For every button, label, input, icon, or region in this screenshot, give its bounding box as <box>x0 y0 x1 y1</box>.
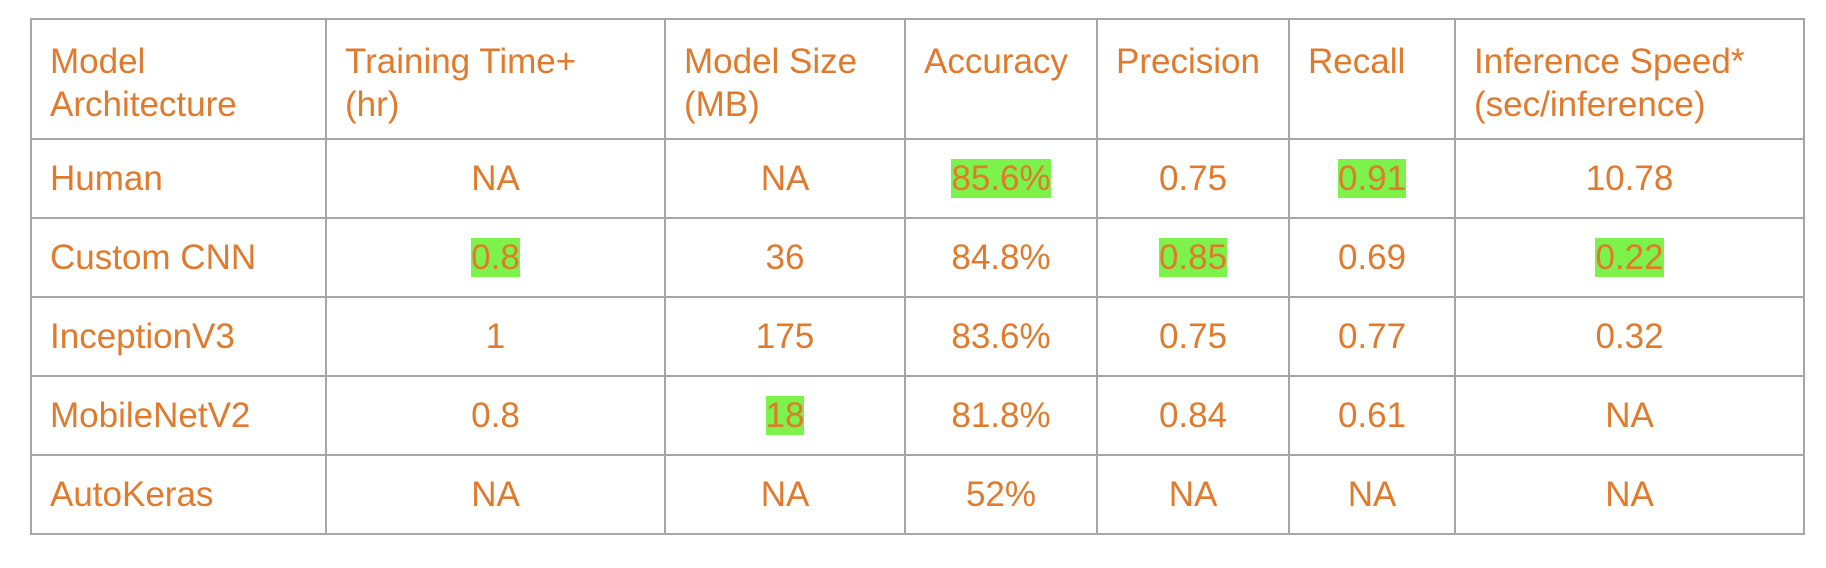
table-cell: 175 <box>664 296 906 377</box>
cell-text: 0.32 <box>1595 317 1664 356</box>
column-header-text: Accuracy <box>924 42 1068 81</box>
column-header-text: Inference Speed* <box>1474 42 1745 81</box>
cell-text: 0.75 <box>1158 159 1228 198</box>
cell-text: 0.77 <box>1337 317 1407 356</box>
cell-text: 175 <box>755 317 815 356</box>
cell-text: NA <box>760 159 810 198</box>
cell-text: 0.61 <box>1337 396 1407 435</box>
header-row: Model Architecture Training Time+ (hr) Model… <box>30 18 1805 140</box>
best-value-text: 0.85 <box>1158 238 1228 277</box>
best-value-text: 0.8 <box>471 238 520 277</box>
model-name-cell: AutoKeras <box>30 454 327 535</box>
table-row: Human NA NA 85.6% 0.75 0.91 10.78 <box>30 138 1805 219</box>
table-cell: 18 <box>664 375 906 456</box>
cell-text: NA <box>1605 396 1654 435</box>
table-cell: 83.6% <box>904 296 1098 377</box>
table-cell: NA <box>325 138 666 219</box>
best-value-text: 0.91 <box>1337 159 1407 198</box>
cell-text: InceptionV3 <box>50 317 235 356</box>
column-header-text: Training Time+ <box>345 42 577 81</box>
column-header-text: (hr) <box>345 85 400 124</box>
table-cell: 84.8% <box>904 217 1098 298</box>
cell-text: 10.78 <box>1585 159 1674 198</box>
model-name-cell: MobileNetV2 <box>30 375 327 456</box>
column-header: Precision <box>1096 18 1290 140</box>
column-header-text: (sec/inference) <box>1474 85 1706 124</box>
table-cell: 0.91 <box>1288 138 1456 219</box>
cell-text: NA <box>760 475 810 514</box>
column-header-text: Model <box>50 42 146 81</box>
best-value-text: 0.22 <box>1595 238 1664 277</box>
cell-text: Custom CNN <box>50 238 257 277</box>
table-cell: 0.32 <box>1454 296 1805 377</box>
cell-text: 84.8% <box>951 238 1051 277</box>
cell-text: 0.75 <box>1158 317 1228 356</box>
cell-text: 81.8% <box>951 396 1051 435</box>
cell-text: 0.8 <box>471 396 520 435</box>
table-cell: 85.6% <box>904 138 1098 219</box>
column-header-text: Architecture <box>50 85 237 124</box>
column-header: Training Time+ (hr) <box>325 18 666 140</box>
model-name-cell: InceptionV3 <box>30 296 327 377</box>
column-header-text: Recall <box>1308 42 1406 81</box>
cell-text: NA <box>1347 475 1397 514</box>
table-cell: NA <box>325 454 666 535</box>
cell-text: 52% <box>965 475 1037 514</box>
table-cell: 0.8 <box>325 375 666 456</box>
table-cell: 81.8% <box>904 375 1098 456</box>
cell-text: AutoKeras <box>50 475 214 514</box>
table-cell: 0.61 <box>1288 375 1456 456</box>
table-cell: 0.75 <box>1096 138 1290 219</box>
cell-text: 36 <box>765 238 805 277</box>
cell-text: 83.6% <box>951 317 1051 356</box>
model-name-cell: Human <box>30 138 327 219</box>
table-body: Human NA NA 85.6% 0.75 0.91 10.78 Custom CNN 0.8… <box>30 138 1805 535</box>
table-cell: NA <box>1454 375 1805 456</box>
table-row: Custom CNN 0.8 36 84.8% 0.85 0.69 0.22 <box>30 217 1805 298</box>
column-header-text: Model Size <box>684 42 858 81</box>
best-value-text: 18 <box>765 396 805 435</box>
column-header: Model Size (MB) <box>664 18 906 140</box>
table-cell: 52% <box>904 454 1098 535</box>
table-cell: NA <box>664 138 906 219</box>
table-cell: 0.69 <box>1288 217 1456 298</box>
table-cell: 0.77 <box>1288 296 1456 377</box>
cell-text: 0.84 <box>1158 396 1228 435</box>
column-header: Accuracy <box>904 18 1098 140</box>
column-header: Recall <box>1288 18 1456 140</box>
cell-text: NA <box>471 475 520 514</box>
table-cell: NA <box>1288 454 1456 535</box>
column-header: Inference Speed* (sec/inference) <box>1454 18 1805 140</box>
cell-text: Human <box>50 159 163 198</box>
cell-text: 0.69 <box>1337 238 1407 277</box>
cell-text: NA <box>1168 475 1218 514</box>
table-cell: NA <box>1454 454 1805 535</box>
column-header: Model Architecture <box>30 18 327 140</box>
table-cell: 1 <box>325 296 666 377</box>
table-row: MobileNetV2 0.8 18 81.8% 0.84 0.61 NA <box>30 375 1805 456</box>
table-cell: 0.8 <box>325 217 666 298</box>
table-row: AutoKeras NA NA 52% NA NA NA <box>30 454 1805 535</box>
table-row: InceptionV3 1 175 83.6% 0.75 0.77 0.32 <box>30 296 1805 377</box>
table-cell: 0.75 <box>1096 296 1290 377</box>
table-cell: 0.22 <box>1454 217 1805 298</box>
column-header-text: Precision <box>1116 42 1260 81</box>
cell-text: NA <box>1605 475 1654 514</box>
table-cell: 10.78 <box>1454 138 1805 219</box>
comparison-table: Model Architecture Training Time+ (hr) Model… <box>30 18 1805 535</box>
column-header-text: (MB) <box>684 85 760 124</box>
cell-text: MobileNetV2 <box>50 396 251 435</box>
best-value-text: 85.6% <box>951 159 1051 198</box>
table-cell: 0.84 <box>1096 375 1290 456</box>
table-cell: 0.85 <box>1096 217 1290 298</box>
cell-text: NA <box>471 159 520 198</box>
table-cell: NA <box>664 454 906 535</box>
table-cell: 36 <box>664 217 906 298</box>
model-name-cell: Custom CNN <box>30 217 327 298</box>
cell-text: 1 <box>485 317 506 356</box>
table-cell: NA <box>1096 454 1290 535</box>
